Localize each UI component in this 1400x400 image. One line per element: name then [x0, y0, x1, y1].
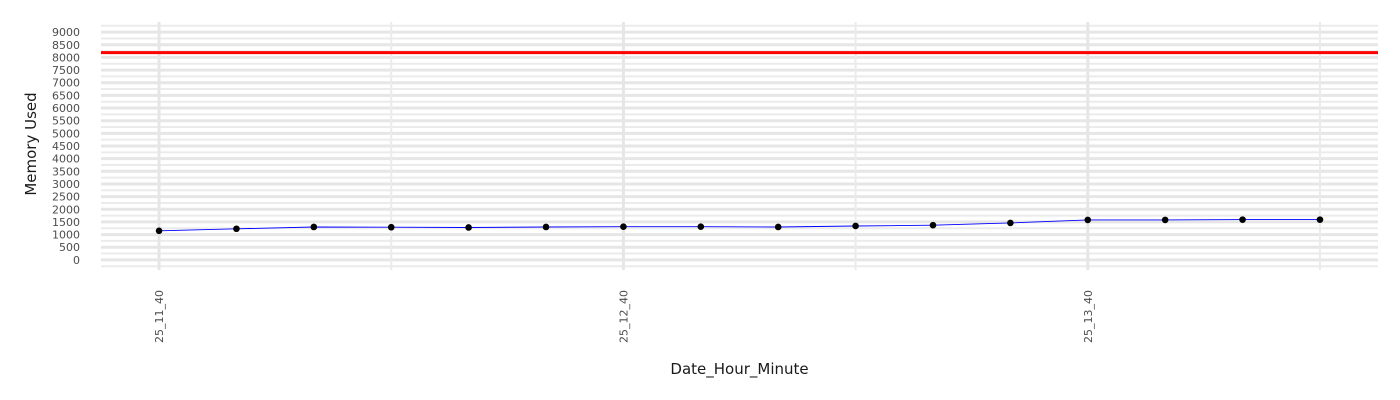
y-tick-label: 6500	[52, 89, 80, 102]
y-tick-label: 2500	[52, 191, 80, 204]
data-point	[1316, 216, 1324, 223]
y-tick-label: 7500	[52, 64, 80, 77]
y-tick-label: 0	[73, 254, 80, 267]
data-point	[465, 224, 472, 231]
data-point	[1239, 216, 1246, 223]
x-axis-title: Date_Hour_Minute	[670, 360, 808, 379]
y-tick-label: 3500	[52, 165, 80, 178]
series-line	[158, 219, 1320, 232]
x-tick-labels: 25_11_40 25_12_40 25_13_40	[153, 290, 1095, 343]
x-tick-label: 25_13_40	[1082, 290, 1095, 343]
y-tick-label: 500	[59, 241, 80, 254]
data-point	[1007, 219, 1014, 227]
data-point	[542, 223, 550, 231]
series-lines	[158, 219, 1320, 232]
y-tick-label: 7000	[52, 77, 80, 90]
data-point	[387, 223, 395, 231]
data-point	[620, 223, 627, 231]
data-point	[155, 227, 163, 235]
data-points	[155, 216, 1324, 235]
data-point	[233, 225, 240, 233]
data-point	[1161, 216, 1169, 224]
grid-lines	[101, 22, 1378, 270]
y-axis-title: Memory Used	[22, 92, 40, 195]
data-point	[852, 222, 859, 230]
y-tick-label: 2000	[52, 203, 80, 216]
y-tick-label: 1000	[52, 229, 80, 242]
data-point	[697, 223, 705, 231]
y-tick-label: 6000	[52, 102, 80, 115]
y-tick-label: 5500	[52, 115, 80, 128]
y-tick-label: 8000	[52, 51, 80, 64]
y-tick-label: 5000	[52, 127, 80, 140]
y-tick-label: 4500	[52, 140, 80, 153]
y-tick-label: 8500	[52, 39, 80, 52]
y-tick-label: 4000	[52, 153, 80, 166]
y-tick-label: 1500	[52, 216, 80, 229]
data-point	[929, 221, 937, 229]
data-point	[1084, 216, 1092, 224]
x-tick-label: 25_12_40	[617, 290, 630, 343]
y-tick-labels: 0500100015002000250030003500400045005000…	[52, 26, 80, 267]
data-point	[774, 223, 782, 231]
x-tick-label: 25_11_40	[153, 290, 166, 343]
data-point	[310, 223, 318, 231]
y-tick-label: 9000	[52, 26, 80, 39]
y-tick-label: 3000	[52, 178, 80, 191]
